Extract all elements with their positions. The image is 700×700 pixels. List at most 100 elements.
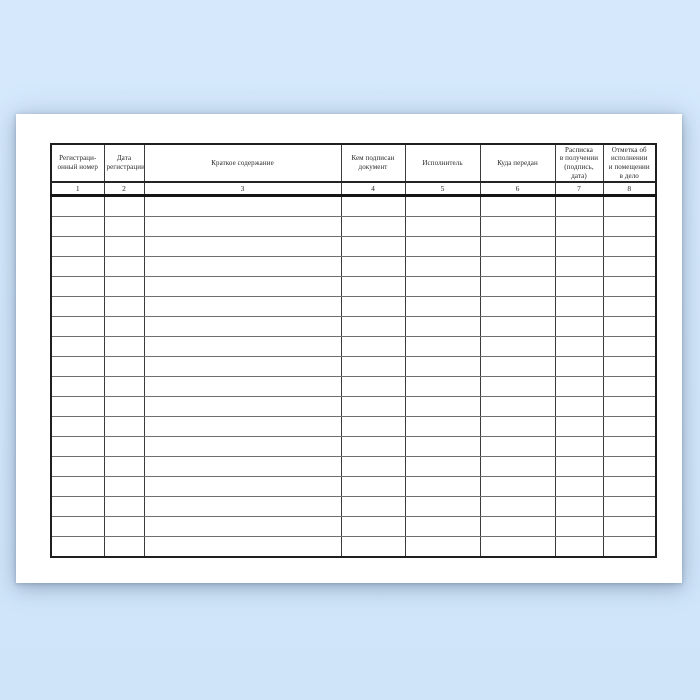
table-cell-empty bbox=[602, 496, 657, 517]
table-cell-empty bbox=[602, 356, 657, 377]
table-cell-empty bbox=[340, 296, 406, 317]
table-cell-empty bbox=[602, 376, 657, 397]
table-cell-empty bbox=[143, 336, 342, 357]
table-cell-empty bbox=[602, 236, 657, 257]
table-cell-empty bbox=[404, 536, 481, 558]
table-cell-empty bbox=[103, 356, 145, 377]
table-cell-empty bbox=[479, 496, 556, 517]
table-row bbox=[50, 195, 657, 217]
table-cell-empty bbox=[50, 476, 105, 497]
table-cell-empty bbox=[50, 416, 105, 437]
table-cell-empty bbox=[554, 256, 604, 277]
table-row bbox=[50, 376, 657, 397]
table-cell-empty bbox=[404, 376, 481, 397]
table-cell-empty bbox=[404, 356, 481, 377]
table-cell-empty bbox=[50, 396, 105, 417]
table-cell-empty bbox=[103, 216, 145, 237]
table-cell-empty bbox=[143, 356, 342, 377]
table-cell-empty bbox=[103, 376, 145, 397]
column-header-line: Исполнитель bbox=[422, 158, 463, 167]
table-cell-empty bbox=[602, 396, 657, 417]
column-header-4: Кем подписан документ bbox=[340, 143, 406, 183]
table-cell-empty bbox=[143, 216, 342, 237]
column-header-line: Расписка bbox=[565, 145, 593, 154]
table-cell-empty bbox=[404, 195, 481, 217]
column-header-line: дата) bbox=[571, 171, 587, 180]
table-cell-empty bbox=[143, 416, 342, 437]
table-cell-empty bbox=[340, 416, 406, 437]
table-cell-empty bbox=[340, 496, 406, 517]
column-number-2: 2 bbox=[103, 182, 145, 197]
table-cell-empty bbox=[50, 336, 105, 357]
table-cell-empty bbox=[103, 276, 145, 297]
table-cell-empty bbox=[50, 436, 105, 457]
table-cell-empty bbox=[103, 256, 145, 277]
column-header-line: Отметка об bbox=[611, 145, 647, 154]
table-cell-empty bbox=[103, 416, 145, 437]
table-cell-empty bbox=[554, 376, 604, 397]
table-cell-empty bbox=[479, 376, 556, 397]
column-number-8: 8 bbox=[602, 182, 657, 197]
table-cell-empty bbox=[50, 276, 105, 297]
registration-journal-table: Регистраци-онный номер Дата регистрации Кра… bbox=[50, 143, 657, 558]
table-cell-empty bbox=[340, 456, 406, 477]
table-cell-empty bbox=[404, 236, 481, 257]
table-cell-empty bbox=[554, 496, 604, 517]
table-cell-empty bbox=[479, 276, 556, 297]
table-cell-empty bbox=[602, 476, 657, 497]
table-cell-empty bbox=[554, 276, 604, 297]
table-cell-empty bbox=[602, 416, 657, 437]
table-cell-empty bbox=[602, 536, 657, 558]
table-cell-empty bbox=[479, 195, 556, 217]
column-header-8: Отметка об исполнении и помещении в дело bbox=[602, 143, 657, 183]
table-cell-empty bbox=[143, 456, 342, 477]
table-cell-empty bbox=[103, 436, 145, 457]
table-cell-empty bbox=[404, 396, 481, 417]
table-cell-empty bbox=[404, 256, 481, 277]
table-cell-empty bbox=[143, 296, 342, 317]
table-cell-empty bbox=[479, 396, 556, 417]
table-cell-empty bbox=[479, 476, 556, 497]
table-cell-empty bbox=[103, 336, 145, 357]
table-cell-empty bbox=[479, 316, 556, 337]
table-cell-empty bbox=[103, 316, 145, 337]
table-cell-empty bbox=[50, 296, 105, 317]
table-cell-empty bbox=[602, 276, 657, 297]
header-row: Регистраци-онный номер Дата регистрации Кра… bbox=[50, 143, 657, 183]
table-row bbox=[50, 536, 657, 558]
table-cell-empty bbox=[554, 236, 604, 257]
table-cell-empty bbox=[50, 195, 105, 217]
table-cell-empty bbox=[50, 316, 105, 337]
column-header-line: и помещении bbox=[608, 163, 650, 171]
table-cell-empty bbox=[50, 496, 105, 517]
table-row bbox=[50, 256, 657, 277]
table-cell-empty bbox=[143, 256, 342, 277]
table-cell-empty bbox=[103, 396, 145, 417]
table-cell-empty bbox=[143, 376, 342, 397]
table-row bbox=[50, 496, 657, 517]
column-header-3: Краткое содержание bbox=[143, 143, 342, 183]
column-header-line: документ bbox=[358, 163, 388, 171]
table-cell-empty bbox=[554, 396, 604, 417]
table-cell-empty bbox=[602, 216, 657, 237]
table-cell-empty bbox=[340, 316, 406, 337]
table-cell-empty bbox=[50, 536, 105, 558]
table-row bbox=[50, 236, 657, 257]
table-cell-empty bbox=[479, 216, 556, 237]
table-row bbox=[50, 296, 657, 317]
table-cell-empty bbox=[554, 476, 604, 497]
table-cell-empty bbox=[340, 376, 406, 397]
table-cell-empty bbox=[554, 195, 604, 217]
column-header-7: Расписка в получении (подпись, дата) bbox=[554, 143, 604, 183]
table-cell-empty bbox=[143, 316, 342, 337]
column-number-7: 7 bbox=[554, 182, 604, 197]
table-row bbox=[50, 336, 657, 357]
table-cell-empty bbox=[143, 476, 342, 497]
table-cell-empty bbox=[143, 276, 342, 297]
column-header-line: в получении bbox=[559, 154, 599, 163]
paper-sheet: Регистраци-онный номер Дата регистрации Кра… bbox=[16, 114, 682, 583]
table-cell-empty bbox=[602, 195, 657, 217]
table-cell-empty bbox=[103, 296, 145, 317]
